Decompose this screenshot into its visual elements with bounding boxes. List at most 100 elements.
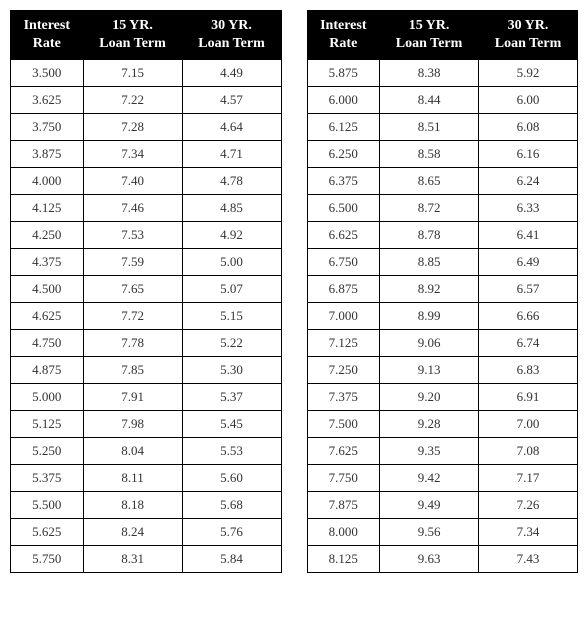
table-cell: 8.99 bbox=[380, 303, 479, 330]
table-row: 4.3757.595.00 bbox=[11, 249, 282, 276]
table-row: 7.5009.287.00 bbox=[307, 411, 578, 438]
table-cell: 8.72 bbox=[380, 195, 479, 222]
header-interest-rate: InterestRate bbox=[11, 11, 84, 60]
table-cell: 6.16 bbox=[479, 141, 578, 168]
table-row: 6.7508.856.49 bbox=[307, 249, 578, 276]
table-cell: 5.76 bbox=[182, 519, 281, 546]
table-cell: 8.38 bbox=[380, 60, 479, 87]
table-cell: 6.000 bbox=[307, 87, 380, 114]
table-cell: 5.45 bbox=[182, 411, 281, 438]
left-table-body: 3.5007.154.493.6257.224.573.7507.284.643… bbox=[11, 60, 282, 573]
table-row: 5.1257.985.45 bbox=[11, 411, 282, 438]
table-cell: 6.875 bbox=[307, 276, 380, 303]
table-cell: 8.04 bbox=[83, 438, 182, 465]
table-cell: 8.44 bbox=[380, 87, 479, 114]
header-30yr: 30 YR.Loan Term bbox=[182, 11, 281, 60]
table-cell: 5.250 bbox=[11, 438, 84, 465]
table-cell: 7.40 bbox=[83, 168, 182, 195]
table-cell: 5.750 bbox=[11, 546, 84, 573]
table-cell: 7.98 bbox=[83, 411, 182, 438]
table-cell: 6.24 bbox=[479, 168, 578, 195]
table-cell: 8.11 bbox=[83, 465, 182, 492]
table-row: 4.5007.655.07 bbox=[11, 276, 282, 303]
table-row: 6.3758.656.24 bbox=[307, 168, 578, 195]
table-row: 6.5008.726.33 bbox=[307, 195, 578, 222]
table-cell: 7.26 bbox=[479, 492, 578, 519]
table-cell: 6.375 bbox=[307, 168, 380, 195]
table-cell: 8.18 bbox=[83, 492, 182, 519]
table-cell: 9.42 bbox=[380, 465, 479, 492]
table-cell: 4.49 bbox=[182, 60, 281, 87]
loan-table-right: InterestRate 15 YR.Loan Term 30 YR.Loan … bbox=[307, 10, 579, 573]
right-table-body: 5.8758.385.926.0008.446.006.1258.516.086… bbox=[307, 60, 578, 573]
table-cell: 7.15 bbox=[83, 60, 182, 87]
header-30yr: 30 YR.Loan Term bbox=[479, 11, 578, 60]
table-cell: 7.08 bbox=[479, 438, 578, 465]
table-cell: 8.51 bbox=[380, 114, 479, 141]
table-cell: 4.125 bbox=[11, 195, 84, 222]
table-cell: 7.72 bbox=[83, 303, 182, 330]
table-cell: 4.92 bbox=[182, 222, 281, 249]
table-cell: 7.375 bbox=[307, 384, 380, 411]
table-cell: 4.875 bbox=[11, 357, 84, 384]
table-cell: 7.28 bbox=[83, 114, 182, 141]
table-row: 4.1257.464.85 bbox=[11, 195, 282, 222]
left-table-container: InterestRate 15 YR.Loan Term 30 YR.Loan … bbox=[10, 10, 282, 573]
table-cell: 4.250 bbox=[11, 222, 84, 249]
table-row: 4.6257.725.15 bbox=[11, 303, 282, 330]
table-row: 6.8758.926.57 bbox=[307, 276, 578, 303]
table-cell: 9.35 bbox=[380, 438, 479, 465]
table-cell: 4.375 bbox=[11, 249, 84, 276]
table-cell: 6.91 bbox=[479, 384, 578, 411]
table-cell: 7.875 bbox=[307, 492, 380, 519]
table-cell: 5.125 bbox=[11, 411, 84, 438]
table-cell: 5.22 bbox=[182, 330, 281, 357]
table-row: 4.0007.404.78 bbox=[11, 168, 282, 195]
table-row: 5.5008.185.68 bbox=[11, 492, 282, 519]
table-row: 6.1258.516.08 bbox=[307, 114, 578, 141]
table-cell: 4.000 bbox=[11, 168, 84, 195]
table-cell: 6.500 bbox=[307, 195, 380, 222]
table-cell: 7.34 bbox=[83, 141, 182, 168]
table-row: 5.3758.115.60 bbox=[11, 465, 282, 492]
table-cell: 8.92 bbox=[380, 276, 479, 303]
table-cell: 7.85 bbox=[83, 357, 182, 384]
table-cell: 5.07 bbox=[182, 276, 281, 303]
table-cell: 8.85 bbox=[380, 249, 479, 276]
table-cell: 4.750 bbox=[11, 330, 84, 357]
table-cell: 5.875 bbox=[307, 60, 380, 87]
table-row: 7.2509.136.83 bbox=[307, 357, 578, 384]
table-cell: 6.83 bbox=[479, 357, 578, 384]
table-cell: 9.63 bbox=[380, 546, 479, 573]
table-cell: 8.58 bbox=[380, 141, 479, 168]
table-row: 4.7507.785.22 bbox=[11, 330, 282, 357]
table-cell: 5.00 bbox=[182, 249, 281, 276]
table-cell: 6.74 bbox=[479, 330, 578, 357]
table-row: 3.5007.154.49 bbox=[11, 60, 282, 87]
table-cell: 7.46 bbox=[83, 195, 182, 222]
table-cell: 5.500 bbox=[11, 492, 84, 519]
table-cell: 3.750 bbox=[11, 114, 84, 141]
table-cell: 4.625 bbox=[11, 303, 84, 330]
table-row: 8.1259.637.43 bbox=[307, 546, 578, 573]
table-cell: 9.20 bbox=[380, 384, 479, 411]
table-row: 6.6258.786.41 bbox=[307, 222, 578, 249]
table-cell: 7.250 bbox=[307, 357, 380, 384]
table-row: 3.6257.224.57 bbox=[11, 87, 282, 114]
table-cell: 7.750 bbox=[307, 465, 380, 492]
table-cell: 5.000 bbox=[11, 384, 84, 411]
table-row: 5.0007.915.37 bbox=[11, 384, 282, 411]
table-cell: 9.49 bbox=[380, 492, 479, 519]
table-row: 4.8757.855.30 bbox=[11, 357, 282, 384]
table-row: 3.8757.344.71 bbox=[11, 141, 282, 168]
table-row: 6.2508.586.16 bbox=[307, 141, 578, 168]
table-cell: 8.65 bbox=[380, 168, 479, 195]
table-row: 8.0009.567.34 bbox=[307, 519, 578, 546]
table-cell: 6.08 bbox=[479, 114, 578, 141]
table-cell: 6.250 bbox=[307, 141, 380, 168]
table-cell: 5.60 bbox=[182, 465, 281, 492]
table-cell: 8.31 bbox=[83, 546, 182, 573]
table-row: 7.0008.996.66 bbox=[307, 303, 578, 330]
right-table-container: InterestRate 15 YR.Loan Term 30 YR.Loan … bbox=[307, 10, 579, 573]
loan-table-left: InterestRate 15 YR.Loan Term 30 YR.Loan … bbox=[10, 10, 282, 573]
